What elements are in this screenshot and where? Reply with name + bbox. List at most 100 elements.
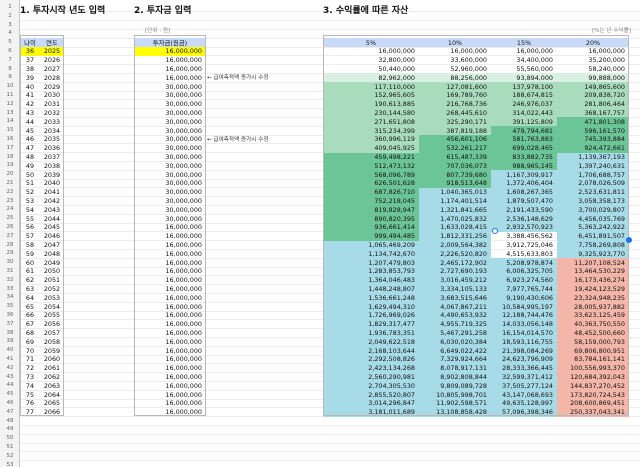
cell-asset-value[interactable]: 2,727,690,193	[419, 267, 491, 276]
cell-asset-value[interactable]: 3,912,725,046	[506, 240, 553, 249]
header-age[interactable]: 나이	[20, 38, 40, 47]
cell-age[interactable]: 63	[25, 284, 35, 293]
row-number[interactable]: 24	[6, 206, 14, 213]
cell-asset-value[interactable]: 16,000,000	[378, 47, 415, 56]
cell-age[interactable]: 76	[25, 399, 35, 408]
cell-age[interactable]: 74	[25, 381, 35, 390]
cell-asset-value[interactable]: 16,173,436,274	[557, 275, 629, 285]
cell-asset-value[interactable]: 48,452,500,660	[557, 328, 629, 338]
cell-asset-value[interactable]: 268,445,610	[419, 108, 491, 118]
cell-investment[interactable]: 16,000,000	[165, 328, 202, 337]
row-number[interactable]: 42	[6, 364, 14, 371]
cell-investment[interactable]: 16,000,000	[165, 232, 202, 241]
row-number[interactable]: 37	[6, 320, 14, 327]
cell-age[interactable]: 40	[25, 82, 35, 91]
cell-asset-value[interactable]: 52,960,000	[450, 64, 487, 73]
header-rate[interactable]: 20%	[557, 38, 629, 47]
cell-asset-value[interactable]: 33,623,125,459	[557, 311, 629, 320]
cell-asset-value[interactable]: 8,902,808,844	[419, 372, 491, 382]
row-number[interactable]: 1	[8, 4, 12, 10]
cell-age[interactable]: 62	[25, 276, 35, 285]
cell-year[interactable]: 2061	[43, 364, 61, 373]
cell-asset-value[interactable]: 1,936,783,351	[323, 328, 419, 338]
cell-asset-value[interactable]: 49,635,128,997	[491, 399, 557, 408]
cell-asset-value[interactable]: 1,397,240,631	[557, 161, 629, 171]
cell-asset-value[interactable]: 7,758,269,808	[557, 240, 629, 250]
cell-asset-value[interactable]: 9,809,089,728	[419, 381, 491, 391]
cell-asset-value[interactable]: 33,600,000	[450, 56, 487, 65]
cell-asset-value[interactable]: 2,009,564,382	[419, 240, 491, 250]
cell-asset-value[interactable]: 23,324,948,235	[557, 293, 629, 303]
cell-asset-value[interactable]: 246,976,037	[491, 99, 557, 109]
cell-asset-value[interactable]: 34,400,000	[516, 56, 553, 65]
cell-asset-value[interactable]: 173,820,724,543	[557, 390, 629, 399]
cell-year[interactable]: 2043	[43, 205, 61, 214]
row-number[interactable]: 8	[8, 65, 12, 72]
row-number[interactable]: 19	[6, 162, 14, 169]
cell-investment[interactable]: 30,000,000	[165, 91, 202, 100]
cell-investment[interactable]: 30,000,000	[165, 205, 202, 214]
cell-asset-value[interactable]: 50,440,000	[378, 64, 415, 73]
cell-age[interactable]: 71	[25, 355, 35, 364]
row-number[interactable]: 27	[6, 232, 14, 239]
cell-age[interactable]: 70	[25, 346, 35, 355]
cell-asset-value[interactable]: 1,608,267,365	[491, 187, 557, 197]
cell-age[interactable]: 43	[25, 108, 35, 117]
cell-asset-value[interactable]: 3,334,105,133	[419, 284, 491, 294]
cell-year[interactable]: 2062	[43, 372, 61, 381]
cell-asset-value[interactable]: 69,806,800,951	[557, 346, 629, 355]
cell-asset-value[interactable]: 57,096,398,346	[491, 407, 557, 417]
cell-asset-value[interactable]: 1,879,507,470	[491, 196, 557, 206]
selection-handle-left[interactable]	[492, 228, 498, 234]
row-number[interactable]: 41	[6, 356, 14, 362]
cell-asset-value[interactable]: 11,902,598,571	[419, 399, 491, 408]
cell-age[interactable]: 42	[25, 100, 35, 109]
cell-asset-value[interactable]: 1,139,367,193	[557, 152, 629, 162]
cell-investment[interactable]: 16,000,000	[165, 293, 202, 302]
cell-investment[interactable]: 30,000,000	[165, 135, 202, 144]
cell-year[interactable]: 2025	[40, 47, 64, 56]
cell-investment[interactable]: 30,000,000	[165, 144, 202, 153]
row-number[interactable]: 53	[6, 461, 14, 467]
cell-asset-value[interactable]: 10,805,998,701	[419, 390, 491, 399]
cell-asset-value[interactable]: 127,081,600	[419, 82, 491, 91]
cell-year[interactable]: 2065	[43, 399, 61, 408]
row-number[interactable]: 14	[6, 118, 14, 125]
cell-year[interactable]: 2039	[43, 170, 61, 179]
cell-asset-value[interactable]: 8,078,917,131	[419, 363, 491, 373]
cell-asset-value[interactable]: 924,472,661	[557, 143, 629, 153]
cell-age[interactable]: 65	[25, 302, 35, 311]
cell-investment[interactable]: 16,000,000	[165, 73, 202, 82]
cell-asset-value[interactable]: 2,560,290,981	[323, 372, 419, 382]
cell-year[interactable]: 2050	[43, 267, 61, 276]
cell-year[interactable]: 2055	[43, 311, 61, 320]
cell-asset-value[interactable]: 568,096,789	[323, 170, 419, 179]
cell-asset-value[interactable]: 6,923,274,560	[491, 275, 557, 285]
cell-asset-value[interactable]: 2,932,570,923	[491, 223, 557, 232]
cell-asset-value[interactable]: 1,448,248,807	[323, 284, 419, 294]
cell-asset-value[interactable]: 456,601,106	[419, 135, 491, 144]
cell-age[interactable]: 49	[25, 161, 35, 170]
row-number[interactable]: 29	[6, 250, 14, 257]
cell-year[interactable]: 2045	[43, 223, 61, 232]
row-number[interactable]: 23	[6, 197, 14, 204]
row-number[interactable]: 40	[6, 347, 14, 354]
cell-asset-value[interactable]: 16,000,000	[516, 47, 553, 56]
cell-asset-value[interactable]: 7,977,765,744	[491, 284, 557, 294]
header-rate[interactable]: 10%	[419, 38, 491, 47]
cell-asset-value[interactable]: 152,965,605	[323, 91, 419, 100]
cell-asset-value[interactable]: 512,473,132	[323, 161, 419, 171]
cell-asset-value[interactable]: 28,005,937,882	[557, 302, 629, 311]
cell-age[interactable]: 37	[25, 56, 35, 65]
row-number[interactable]: 31	[6, 268, 14, 274]
cell-investment[interactable]: 30,000,000	[165, 108, 202, 117]
cell-asset-value[interactable]: 1,629,494,310	[323, 302, 419, 311]
cell-year[interactable]: 2058	[43, 337, 61, 346]
row-number[interactable]: 12	[6, 100, 14, 107]
cell-asset-value[interactable]: 120,684,392,043	[557, 372, 629, 382]
cell-asset-value[interactable]: 88,256,000	[419, 73, 491, 83]
cell-investment[interactable]: 16,000,000	[165, 284, 202, 293]
cell-age[interactable]: 73	[25, 372, 35, 381]
cell-asset-value[interactable]: 149,865,600	[557, 82, 629, 91]
cell-asset-value[interactable]: 28,333,366,445	[491, 363, 557, 373]
